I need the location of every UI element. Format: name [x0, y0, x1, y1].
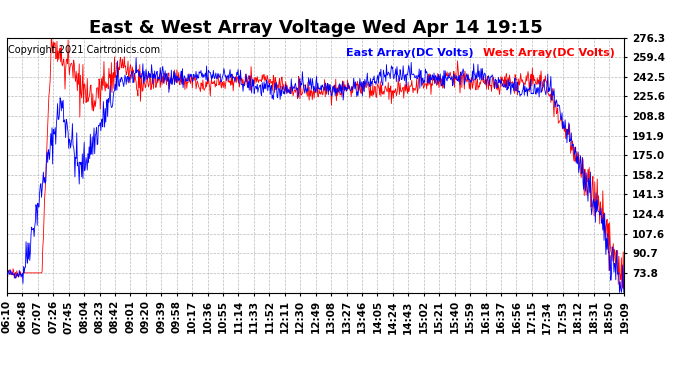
Text: Copyright 2021 Cartronics.com: Copyright 2021 Cartronics.com: [8, 45, 159, 55]
Legend: East Array(DC Volts), West Array(DC Volts): East Array(DC Volts), West Array(DC Volt…: [342, 43, 619, 62]
Title: East & West Array Voltage Wed Apr 14 19:15: East & West Array Voltage Wed Apr 14 19:…: [89, 20, 542, 38]
